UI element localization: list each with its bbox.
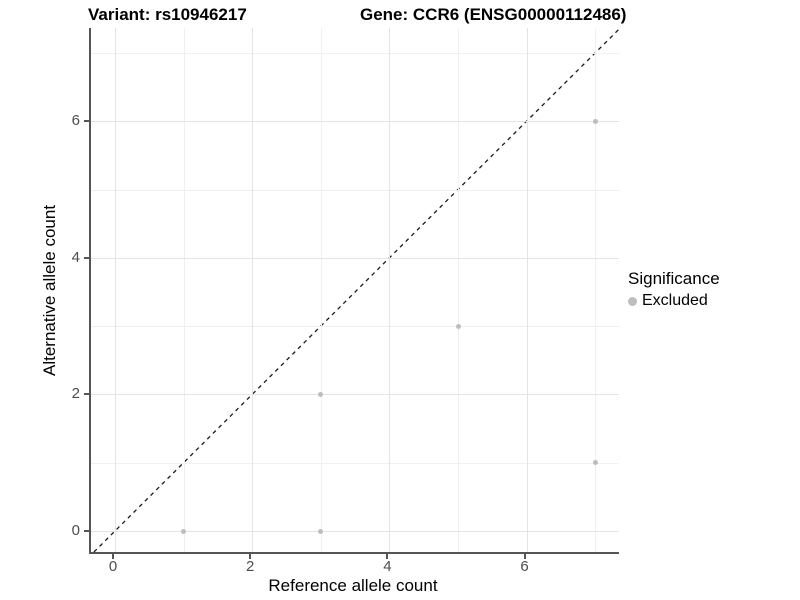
x-tick-label: 2 bbox=[246, 558, 255, 575]
x-tick-label: 6 bbox=[520, 558, 529, 575]
plot-panel bbox=[89, 28, 620, 554]
gridline-x-major bbox=[115, 28, 116, 552]
y-tick-mark bbox=[84, 256, 89, 259]
data-point bbox=[181, 528, 187, 534]
data-point bbox=[455, 323, 461, 329]
gridline-x-major bbox=[252, 28, 254, 552]
gridline-x-minor bbox=[183, 28, 185, 552]
data-point bbox=[318, 391, 324, 397]
x-axis-title: Reference allele count bbox=[268, 576, 438, 595]
x-tick-mark bbox=[249, 554, 252, 559]
y-tick-mark bbox=[84, 530, 89, 532]
legend-item-label: Excluded bbox=[642, 292, 708, 309]
y-axis-title: Alternative allele count bbox=[40, 204, 59, 376]
legend: Significance Excluded bbox=[628, 269, 720, 310]
x-tick-mark bbox=[112, 554, 114, 559]
legend-items: Excluded bbox=[628, 292, 720, 310]
gridline-x-minor bbox=[595, 28, 597, 552]
gridline-x-minor bbox=[458, 28, 459, 552]
y-tick-mark bbox=[84, 120, 89, 123]
legend-item: Excluded bbox=[628, 292, 720, 310]
gridline-y-minor bbox=[91, 189, 619, 191]
x-tick-mark bbox=[523, 554, 526, 559]
y-tick-mark bbox=[84, 393, 89, 396]
variant-title: Variant: rs10946217 bbox=[88, 5, 247, 24]
y-tick-label: 0 bbox=[71, 522, 80, 539]
data-point bbox=[318, 528, 324, 534]
gridline-y-minor bbox=[91, 326, 619, 328]
x-tick-label: 4 bbox=[383, 558, 392, 575]
gridline-x-major bbox=[389, 28, 391, 552]
y-tick-label: 4 bbox=[71, 248, 80, 266]
x-tick-label: 0 bbox=[108, 558, 118, 575]
gridline-y-major bbox=[91, 394, 619, 396]
gene-title: Gene: CCR6 (ENSG00000112486) bbox=[360, 5, 627, 24]
gridline-x-minor bbox=[320, 28, 322, 552]
legend-title: Significance bbox=[628, 269, 720, 288]
gridline-y-major bbox=[91, 531, 619, 532]
data-point bbox=[592, 460, 598, 466]
legend-point-swatch bbox=[628, 296, 637, 306]
gridline-y-minor bbox=[91, 462, 619, 464]
gridline-y-major bbox=[91, 257, 619, 259]
data-point bbox=[592, 118, 598, 124]
y-tick-label: 6 bbox=[71, 112, 80, 130]
y-tick-label: 2 bbox=[71, 385, 80, 403]
x-tick-mark bbox=[386, 554, 389, 559]
gridline-x-major bbox=[526, 28, 528, 552]
gridline-y-major bbox=[91, 121, 619, 123]
gridline-y-minor bbox=[91, 52, 619, 54]
identity-line bbox=[93, 28, 620, 553]
